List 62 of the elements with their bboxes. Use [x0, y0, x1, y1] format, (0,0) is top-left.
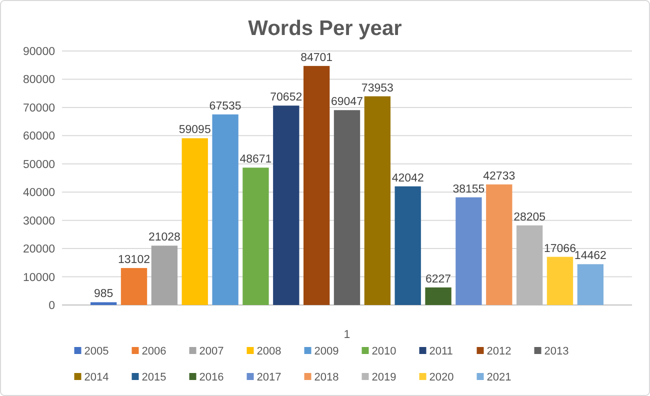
legend-label: 2010 [372, 346, 396, 358]
legend-label: 2009 [314, 346, 339, 358]
legend-label: 2013 [544, 346, 569, 358]
data-label: 73953 [361, 82, 394, 94]
bar [273, 106, 300, 305]
legend-label: 2012 [486, 346, 512, 358]
legend-label: 2011 [429, 346, 453, 358]
data-label: 48671 [240, 154, 272, 166]
bar [364, 96, 391, 305]
legend-label: 2016 [199, 372, 224, 384]
y-tick-label: 20000 [23, 244, 55, 256]
x-tick-label: 1 [344, 329, 350, 341]
y-tick-label: 10000 [23, 272, 55, 284]
data-label: 42042 [392, 172, 424, 184]
bar [212, 114, 238, 305]
legend-label: 2018 [314, 372, 339, 384]
y-tick-label: 0 [48, 300, 55, 312]
chart-title: Words Per year [248, 17, 402, 40]
bar [456, 197, 482, 305]
y-tick-label: 90000 [23, 46, 55, 58]
bar [546, 256, 574, 305]
bar [394, 186, 421, 305]
data-label: 67535 [209, 100, 242, 112]
y-tick-label: 60000 [23, 130, 55, 143]
legend-label: 2008 [256, 346, 282, 358]
bar [334, 110, 360, 305]
bar [120, 268, 148, 305]
legend-label: 2007 [199, 346, 224, 358]
legend-label: 2020 [429, 372, 454, 384]
bar [577, 264, 604, 305]
data-label: 38155 [452, 183, 485, 196]
data-label: 69047 [331, 96, 363, 108]
legend-label: 2006 [142, 346, 166, 358]
data-label: 70652 [270, 92, 302, 104]
bar [303, 66, 330, 305]
legend-label: 2021 [486, 372, 512, 384]
y-tick-label: 40000 [23, 187, 55, 200]
data-label: 14462 [574, 250, 606, 262]
data-label: 59095 [178, 124, 211, 136]
bar [151, 246, 178, 305]
y-tick-label: 80000 [23, 74, 55, 86]
data-label: 28205 [514, 211, 546, 224]
bar [242, 168, 269, 305]
legend-label: 2005 [84, 346, 109, 358]
data-label: 17066 [544, 242, 576, 255]
bar [425, 287, 452, 305]
bar [486, 184, 512, 305]
data-label: 42733 [483, 170, 516, 182]
legend-label: 2017 [256, 372, 282, 384]
y-tick-label: 70000 [23, 102, 55, 114]
legend-label: 2015 [142, 372, 166, 384]
bar [90, 302, 117, 305]
data-label: 985 [94, 288, 114, 300]
y-tick-label: 50000 [23, 158, 55, 171]
y-tick-label: 30000 [23, 215, 55, 228]
data-label: 6227 [425, 273, 452, 286]
data-label: 13102 [118, 254, 150, 266]
data-label: 21028 [148, 232, 180, 244]
legend-label: 2019 [372, 372, 396, 384]
legend-label: 2014 [84, 372, 109, 384]
data-label: 84701 [300, 52, 333, 64]
bar [182, 138, 208, 305]
